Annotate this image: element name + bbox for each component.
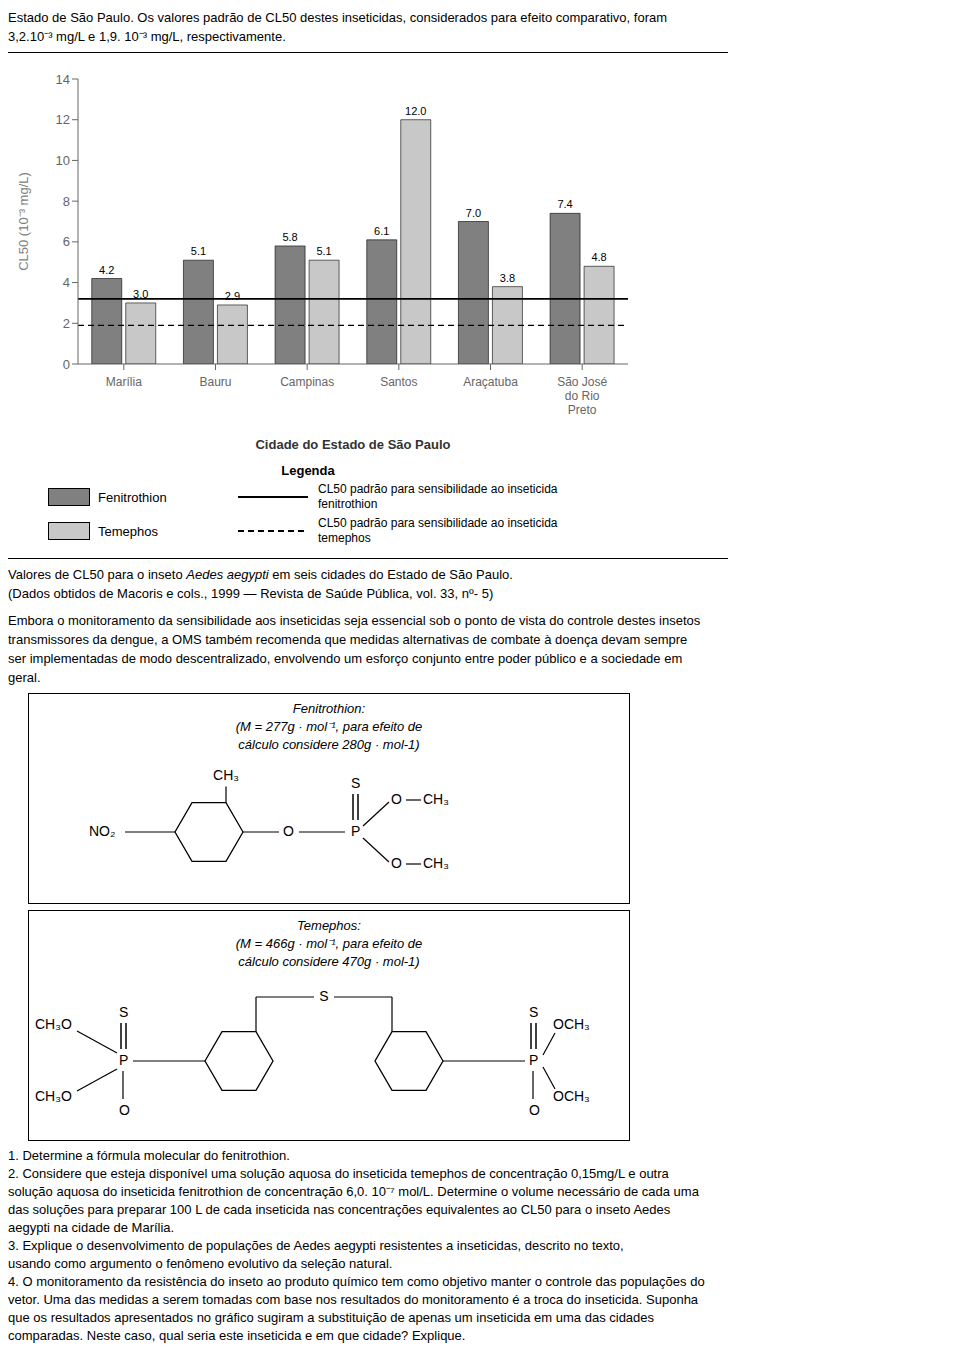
svg-text:Campinas: Campinas bbox=[280, 375, 334, 389]
html-text:vetor. Uma das medidas a serem: vetor. Uma das medidas a serem tomadas c… bbox=[8, 1292, 699, 1307]
html-text:comparadas. Neste caso, qual s: comparadas. Neste caso, qual seria este … bbox=[8, 1328, 466, 1343]
svg-text:O: O bbox=[391, 791, 402, 807]
html-text:Estado de São Paulo. Os valore: Estado de São Paulo. Os valores padrão d… bbox=[8, 10, 667, 25]
svg-text:7.0: 7.0 bbox=[466, 207, 481, 219]
svg-text:O: O bbox=[119, 1102, 130, 1118]
svg-text:P: P bbox=[119, 1052, 128, 1068]
svg-text:4.2: 4.2 bbox=[99, 264, 114, 276]
html-text:1. Determine a fórmula molecul: 1. Determine a fórmula molecular do feni… bbox=[8, 1148, 290, 1163]
svg-text:São Josédo RioPreto: São Josédo RioPreto bbox=[557, 375, 607, 417]
html-text:3. Explique o desenvolvimento: 3. Explique o desenvolvimento de populaç… bbox=[8, 1238, 624, 1253]
svg-text:P: P bbox=[351, 823, 360, 839]
svg-text:14: 14 bbox=[56, 72, 70, 87]
html-text:transmissores da dengue, a OMS: transmissores da dengue, a OMS também re… bbox=[8, 632, 688, 647]
svg-text:CH₃: CH₃ bbox=[213, 767, 239, 783]
svg-text:CH₃: CH₃ bbox=[423, 791, 449, 807]
svg-text:Bauru: Bauru bbox=[199, 375, 231, 389]
svg-text:5.8: 5.8 bbox=[282, 231, 297, 243]
svg-text:S: S bbox=[351, 775, 360, 791]
svg-text:OCH₃: OCH₃ bbox=[553, 1088, 590, 1104]
svg-text:P: P bbox=[529, 1052, 538, 1068]
html-text:Embora o monitoramento da sens: Embora o monitoramento da sensibilidade … bbox=[8, 613, 701, 628]
svg-text:CH₃O: CH₃O bbox=[35, 1088, 72, 1104]
html-text:(Dados obtidos de Macoris e co: (Dados obtidos de Macoris e cols., 1999 … bbox=[8, 586, 494, 601]
svg-text:NO₂: NO₂ bbox=[89, 823, 115, 839]
svg-text:3.0: 3.0 bbox=[133, 288, 148, 300]
svg-text:5.1: 5.1 bbox=[316, 245, 331, 257]
svg-text:Cidade do Estado de São Paulo: Cidade do Estado de São Paulo bbox=[255, 437, 450, 452]
svg-text:2: 2 bbox=[63, 316, 70, 331]
html-text:CL50 padrão para sensibilidade: CL50 padrão para sensibilidade ao inseti… bbox=[318, 516, 558, 545]
html-text:cálculo considere 280g · mol-1: cálculo considere 280g · mol-1) bbox=[238, 737, 420, 752]
html-text:que os resultados apresentados: que os resultados apresentados no gráfic… bbox=[8, 1310, 654, 1325]
svg-text:S: S bbox=[119, 1004, 128, 1020]
svg-text:6: 6 bbox=[63, 234, 70, 249]
svg-text:O: O bbox=[391, 855, 402, 871]
svg-text:2.9: 2.9 bbox=[225, 290, 240, 302]
svg-text:Santos: Santos bbox=[380, 375, 417, 389]
svg-text:Araçatuba: Araçatuba bbox=[463, 375, 518, 389]
html-text:CL50 padrão para sensibilidade: CL50 padrão para sensibilidade ao inseti… bbox=[318, 482, 558, 511]
svg-text:6.1: 6.1 bbox=[374, 225, 389, 237]
html-text:das soluções para preparar 100: das soluções para preparar 100 L de cada… bbox=[8, 1202, 671, 1217]
html-text:cálculo considere 470g · mol-1: cálculo considere 470g · mol-1) bbox=[238, 954, 420, 969]
svg-text:12.0: 12.0 bbox=[405, 105, 426, 117]
html-text:Legenda: Legenda bbox=[281, 463, 335, 478]
svg-text:CL50 (10⁻³ mg/L): CL50 (10⁻³ mg/L) bbox=[16, 172, 31, 271]
svg-text:S: S bbox=[319, 988, 328, 1004]
html-text:Temephos:: Temephos: bbox=[297, 918, 361, 933]
svg-text:OCH₃: OCH₃ bbox=[553, 1016, 590, 1032]
html-text:Temephos: Temephos bbox=[98, 523, 158, 539]
svg-text:Marília: Marília bbox=[106, 375, 142, 389]
svg-text:5.1: 5.1 bbox=[191, 245, 206, 257]
svg-text:CH₃: CH₃ bbox=[423, 855, 449, 871]
svg-text:CH₃O: CH₃O bbox=[35, 1016, 72, 1032]
html-text:geral.: geral. bbox=[8, 670, 41, 685]
html-text:Fenitrothion: Fenitrothion bbox=[98, 489, 167, 505]
svg-text:S: S bbox=[529, 1004, 538, 1020]
html-text:4. O monitoramento da resistên: 4. O monitoramento da resistência do ins… bbox=[8, 1274, 705, 1289]
html-text:aegypti na cidade de Marília.: aegypti na cidade de Marília. bbox=[8, 1220, 175, 1235]
svg-text:7.4: 7.4 bbox=[557, 198, 572, 210]
svg-text:O: O bbox=[283, 823, 294, 839]
html-text:3,2.10⁻³ mg/L e 1,9. 10⁻³ mg/L: 3,2.10⁻³ mg/L e 1,9. 10⁻³ mg/L, respecti… bbox=[8, 29, 286, 44]
svg-text:4: 4 bbox=[63, 275, 70, 290]
html-text:Valores de CL50 para o inseto: Valores de CL50 para o inseto Aedes aegy… bbox=[8, 567, 513, 582]
html-text:2. Considere que esteja dispon: 2. Considere que esteja disponível uma s… bbox=[8, 1166, 669, 1181]
svg-text:12: 12 bbox=[56, 112, 70, 127]
html-text:ser implementadas de modo desc: ser implementadas de modo descentralizad… bbox=[8, 651, 683, 666]
html-text:(M = 466g · mol⁻¹, para efeito: (M = 466g · mol⁻¹, para efeito de bbox=[235, 936, 423, 951]
svg-text:0: 0 bbox=[63, 357, 70, 372]
html-text:(M = 277g · mol⁻¹, para efeito: (M = 277g · mol⁻¹, para efeito de bbox=[235, 719, 423, 734]
svg-text:10: 10 bbox=[56, 153, 70, 168]
svg-text:4.8: 4.8 bbox=[591, 251, 606, 263]
svg-text:O: O bbox=[529, 1102, 540, 1118]
html-text:Fenitrothion:: Fenitrothion: bbox=[292, 701, 366, 716]
html-text:solução aquosa do inseticida f: solução aquosa do inseticida fenitrothio… bbox=[8, 1184, 699, 1199]
svg-text:8: 8 bbox=[63, 194, 70, 209]
svg-text:3.8: 3.8 bbox=[500, 272, 515, 284]
html-text:usando como argumento o fenôme: usando como argumento o fenômeno evoluti… bbox=[8, 1256, 393, 1271]
